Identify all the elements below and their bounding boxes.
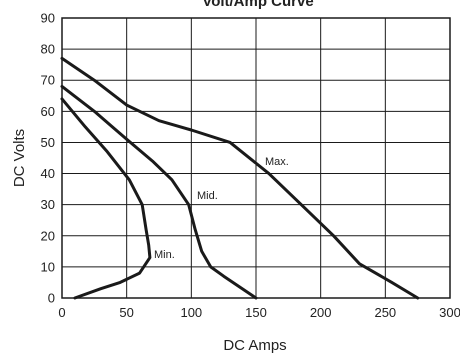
x-tick-label: 200	[310, 305, 332, 320]
series-line-min	[60, 97, 152, 300]
y-tick-label: 50	[41, 135, 55, 150]
x-tick-label: 100	[180, 305, 202, 320]
y-tick-label: 10	[41, 259, 55, 274]
y-tick-label: 90	[41, 11, 55, 26]
curves	[60, 56, 420, 300]
x-tick-label: 250	[374, 305, 396, 320]
y-axis-title: DC Volts	[11, 129, 28, 187]
y-tick-labels: 0 10 20 30 40 50 60 70 80 90	[41, 11, 55, 306]
x-tick-label: 0	[58, 305, 65, 320]
y-tick-label: 80	[41, 42, 55, 57]
plot-frame	[61, 17, 451, 299]
y-tick-label: 0	[48, 291, 55, 306]
x-tick-label: 300	[439, 305, 460, 320]
x-tick-labels: 0 50 100 150 200 250 300	[58, 305, 460, 320]
series-label-mid: Mid.	[197, 190, 218, 202]
y-tick-label: 70	[41, 73, 55, 88]
series-label-min: Min.	[154, 249, 175, 261]
series-line-mid	[60, 84, 258, 300]
series-line-max	[60, 56, 420, 300]
y-tick-label: 40	[41, 166, 55, 181]
y-tick-label: 60	[41, 104, 55, 119]
y-tick-label: 30	[41, 197, 55, 212]
y-tick-label: 20	[41, 228, 55, 243]
series-label-max: Max.	[265, 156, 289, 168]
chart-title: Volt/Amp Curve	[202, 0, 313, 10]
x-axis-title: DC Amps	[223, 337, 286, 354]
x-tick-label: 50	[119, 305, 133, 320]
x-tick-label: 150	[245, 305, 267, 320]
curve-labels: Max. Mid. Min.	[154, 156, 289, 261]
grid	[61, 17, 451, 299]
